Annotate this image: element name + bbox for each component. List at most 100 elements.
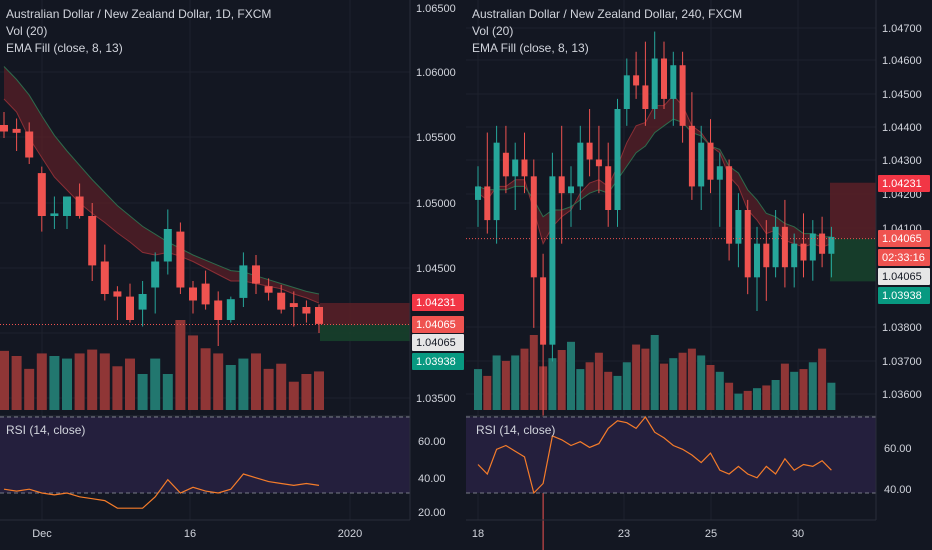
candle-body[interactable] <box>88 216 97 266</box>
volume-bar <box>251 353 261 410</box>
candle-body[interactable] <box>201 283 210 305</box>
candle-body[interactable] <box>828 236 835 254</box>
volume-indicator-label[interactable]: Vol (20) <box>472 24 514 38</box>
candle-body[interactable] <box>698 142 705 187</box>
candle-body[interactable] <box>614 109 621 210</box>
candle-body[interactable] <box>75 196 84 217</box>
candle-body[interactable] <box>214 300 223 321</box>
candle-body[interactable] <box>809 233 816 261</box>
price-axis-label: 1.03600 <box>882 389 922 401</box>
candle-body[interactable] <box>277 292 286 310</box>
candle-body[interactable] <box>12 128 21 133</box>
candle-body[interactable] <box>763 243 770 268</box>
candle-body[interactable] <box>289 303 298 307</box>
candle-body[interactable] <box>726 166 733 244</box>
ema-fill-indicator-label[interactable]: EMA Fill (close, 8, 13) <box>472 41 589 55</box>
price-axis-label: 1.05500 <box>416 132 456 144</box>
rsi-indicator-label[interactable]: RSI (14, close) <box>476 423 556 437</box>
candle-body[interactable] <box>791 243 798 268</box>
candle-body[interactable] <box>716 166 723 180</box>
candle-body[interactable] <box>512 159 519 177</box>
candle-body[interactable] <box>151 261 160 288</box>
candle-body[interactable] <box>670 65 677 99</box>
candle-body[interactable] <box>688 125 695 187</box>
candle-body[interactable] <box>252 265 260 284</box>
volume-bar <box>263 368 274 410</box>
volume-bar <box>225 365 236 410</box>
price-chart-240[interactable]: 1.04700 1.04600 1.04500 1.04400 1.04300 1.042… <box>466 0 932 550</box>
volume-bar <box>137 374 148 410</box>
candle-body[interactable] <box>707 142 714 180</box>
candle-body[interactable] <box>595 159 602 167</box>
volume-bar <box>474 369 482 410</box>
price-chart-daily[interactable]: 1.06500 1.06000 1.05500 1.05000 1.04500 1.035… <box>0 0 466 550</box>
candle-body[interactable] <box>226 299 235 320</box>
price-tag-current-alt <box>878 268 930 285</box>
price-tag-current <box>412 316 464 333</box>
volume-bar <box>483 375 492 410</box>
chart-pane-daily[interactable]: Australian Dollar / New Zealand Dollar, … <box>0 0 466 550</box>
candle-body[interactable] <box>126 296 134 320</box>
candle-body[interactable] <box>651 58 658 110</box>
candle-body[interactable] <box>558 176 565 194</box>
candle-body[interactable] <box>540 277 547 345</box>
price-tag-low <box>878 287 930 304</box>
candle-body[interactable] <box>315 307 323 324</box>
candle-body[interactable] <box>189 287 197 301</box>
candle-body[interactable] <box>239 265 248 298</box>
candle-body[interactable] <box>475 186 481 200</box>
candle-body[interactable] <box>63 196 71 217</box>
candle-body[interactable] <box>679 65 686 126</box>
candle-body[interactable] <box>302 307 311 314</box>
bar-countdown <box>878 249 930 266</box>
rsi-indicator-label[interactable]: RSI (14, close) <box>6 423 86 437</box>
candle-body[interactable] <box>549 176 556 345</box>
candle-body[interactable] <box>772 226 779 268</box>
candle-body[interactable] <box>0 125 8 132</box>
volume-bar <box>557 350 566 410</box>
candle-body[interactable] <box>819 233 826 254</box>
candle-body[interactable] <box>50 213 59 216</box>
chart-pane-240[interactable]: Australian Dollar / New Zealand Dollar, … <box>466 0 932 550</box>
candle-body[interactable] <box>530 176 537 278</box>
volume-bar <box>678 352 687 410</box>
chart-title: Australian Dollar / New Zealand Dollar, … <box>6 7 272 21</box>
candle-body[interactable] <box>176 231 185 288</box>
candle-body[interactable] <box>25 131 34 158</box>
volume-bar <box>36 353 47 410</box>
candle-body[interactable] <box>113 291 122 297</box>
legend: Australian Dollar / New Zealand Dollar, … <box>472 6 742 57</box>
candle-body[interactable] <box>586 142 593 160</box>
candle-body[interactable] <box>744 210 751 278</box>
candle-body[interactable] <box>502 152 509 177</box>
volume-bar <box>790 371 799 410</box>
candle-body[interactable] <box>735 210 742 244</box>
volume-bar <box>150 358 161 410</box>
candle-body[interactable] <box>633 75 640 86</box>
volume-bar <box>799 369 808 410</box>
volume-bar <box>771 380 780 410</box>
price-tag-high-text: 1.04231 <box>416 297 456 309</box>
candle-body[interactable] <box>577 142 584 187</box>
volume-bar <box>576 369 585 410</box>
volume-bar <box>125 358 135 410</box>
candle-body[interactable] <box>100 261 109 295</box>
candle-body[interactable] <box>605 166 612 210</box>
time-axis-label: 2020 <box>338 528 362 540</box>
candle-body[interactable] <box>781 226 788 268</box>
candle-body[interactable] <box>37 173 46 216</box>
candle-body[interactable] <box>642 85 649 109</box>
candle-body[interactable] <box>493 142 500 221</box>
candle-body[interactable] <box>163 229 172 262</box>
candle-body[interactable] <box>661 58 667 99</box>
ema-fill-indicator-label[interactable]: EMA Fill (close, 8, 13) <box>6 41 123 55</box>
candle-body[interactable] <box>568 186 574 194</box>
candle-body[interactable] <box>484 186 491 221</box>
candle-body[interactable] <box>264 286 273 293</box>
candle-body[interactable] <box>138 294 147 310</box>
candle-body[interactable] <box>754 243 760 278</box>
candle-body[interactable] <box>623 75 630 109</box>
candle-body[interactable] <box>800 243 807 261</box>
candle-body[interactable] <box>521 159 528 177</box>
volume-indicator-label[interactable]: Vol (20) <box>6 24 48 38</box>
